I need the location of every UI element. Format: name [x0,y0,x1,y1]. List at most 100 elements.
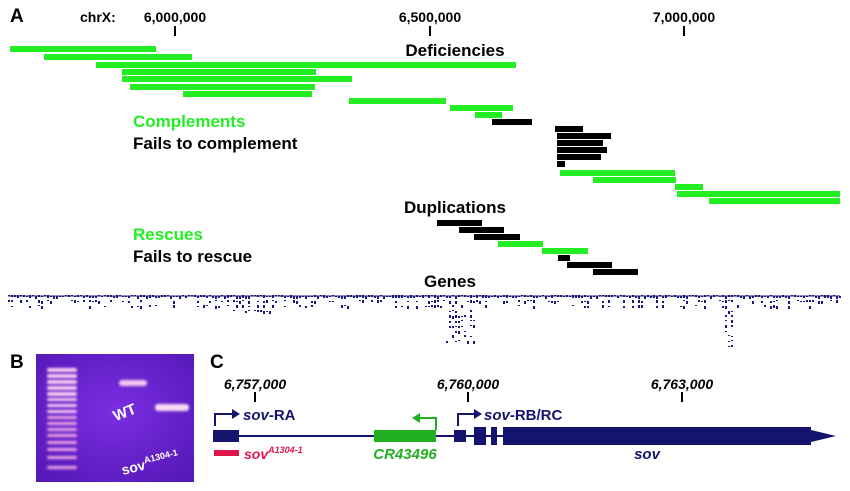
gene-glyph [458,331,460,334]
gene-glyph [686,296,688,299]
gene-glyph [644,296,646,299]
gene-glyph [269,296,271,297]
gene-glyph [392,295,394,298]
gene-glyph [23,295,25,297]
gene-glyph [581,296,583,298]
gene-glyph [419,296,421,297]
ladder-band [47,398,77,401]
gene-glyph [455,341,457,342]
gene-glyph [812,295,814,296]
gene-glyph [596,296,598,299]
tick-label-7000000: 7,000,000 [653,9,715,25]
gene-glyph [533,300,535,303]
gene-glyph [680,306,682,307]
tick-label-6500000: 6,500,000 [399,9,461,25]
gene-glyph [428,295,430,298]
tick-label-6000000: 6,000,000 [144,9,206,25]
gene-glyph [44,295,46,296]
gene-glyph [20,295,22,296]
gene-glyph [716,295,718,296]
gene-glyph [377,300,379,303]
gene-glyph [626,296,628,297]
gene-glyph [167,295,169,296]
gene-glyph [128,301,130,303]
gene-glyph [473,320,475,321]
legend-complements: Complements [133,112,245,131]
gene-glyph [587,301,589,304]
gene-glyph [257,305,259,308]
gene-glyph [710,296,712,299]
sov-exon-5 [503,427,811,445]
gene-glyph [518,296,520,297]
gene-glyph [242,305,244,308]
gene-glyph [542,295,544,296]
gene-glyph [641,305,643,308]
gene-glyph [458,340,460,341]
duplications-heading: Duplications [404,198,506,217]
gene-glyph [329,296,331,297]
gene-glyph [497,296,499,298]
gene-glyph [188,295,190,296]
gene-glyph [803,301,805,302]
gene-glyph [425,306,427,307]
gene-glyph [707,295,709,296]
gene-glyph [512,296,514,298]
gene-glyph [305,306,307,308]
gene-glyph [809,300,811,302]
gene-glyph [683,306,685,309]
ladder-band [47,386,77,390]
gene-glyph [755,295,757,297]
gene-glyph [518,300,520,302]
gene-glyph [725,331,727,332]
ladder-band [47,466,77,469]
gene-glyph [236,296,238,299]
gene-glyph [80,295,82,296]
gene-glyph [779,296,781,298]
gene-glyph [569,296,571,297]
gene-glyph [38,295,40,297]
gene-glyph [470,336,472,337]
gene-glyph [122,301,124,302]
gene-glyph [680,296,682,298]
chromosome-label: chrX: [80,9,116,25]
gene-glyph [416,295,418,297]
panel-b-letter: B [10,352,24,373]
gene-glyph [356,295,358,298]
gene-glyph [272,300,274,301]
gene-glyph [617,296,619,298]
gene-glyph [341,296,343,299]
gene-glyph [140,295,142,297]
gene-glyph [482,295,484,298]
gene-glyph [476,300,478,302]
gene-glyph [668,295,670,296]
gene-glyph [437,296,439,299]
gene-glyph [269,311,271,314]
gene-glyph [725,315,727,317]
gene-glyph [473,296,475,297]
gene-glyph [776,306,778,309]
gene-glyph [449,296,451,298]
gene-glyph [752,296,754,298]
gene-glyph [572,295,574,298]
gene-glyph [41,301,43,304]
gene-glyph [728,300,730,301]
gene-glyph [782,295,784,297]
gene-glyph [650,296,652,298]
gene-glyph [71,295,73,296]
gene-glyph [26,296,28,297]
gene-glyph [254,295,256,296]
gene-glyph [797,300,799,301]
gene-glyph [71,300,73,301]
gene-glyph [455,331,457,333]
gene-glyph [641,301,643,303]
gene-glyph [479,301,481,304]
gene-glyph [731,320,733,323]
gene-glyph [446,296,448,298]
gene-glyph [338,296,340,298]
sov-ra-tss-arrow [214,409,240,426]
gene-glyph [455,315,457,318]
ladder-band [47,434,77,437]
gene-glyph [623,306,625,308]
gene-glyph [731,315,733,317]
gene-glyph [731,345,733,347]
